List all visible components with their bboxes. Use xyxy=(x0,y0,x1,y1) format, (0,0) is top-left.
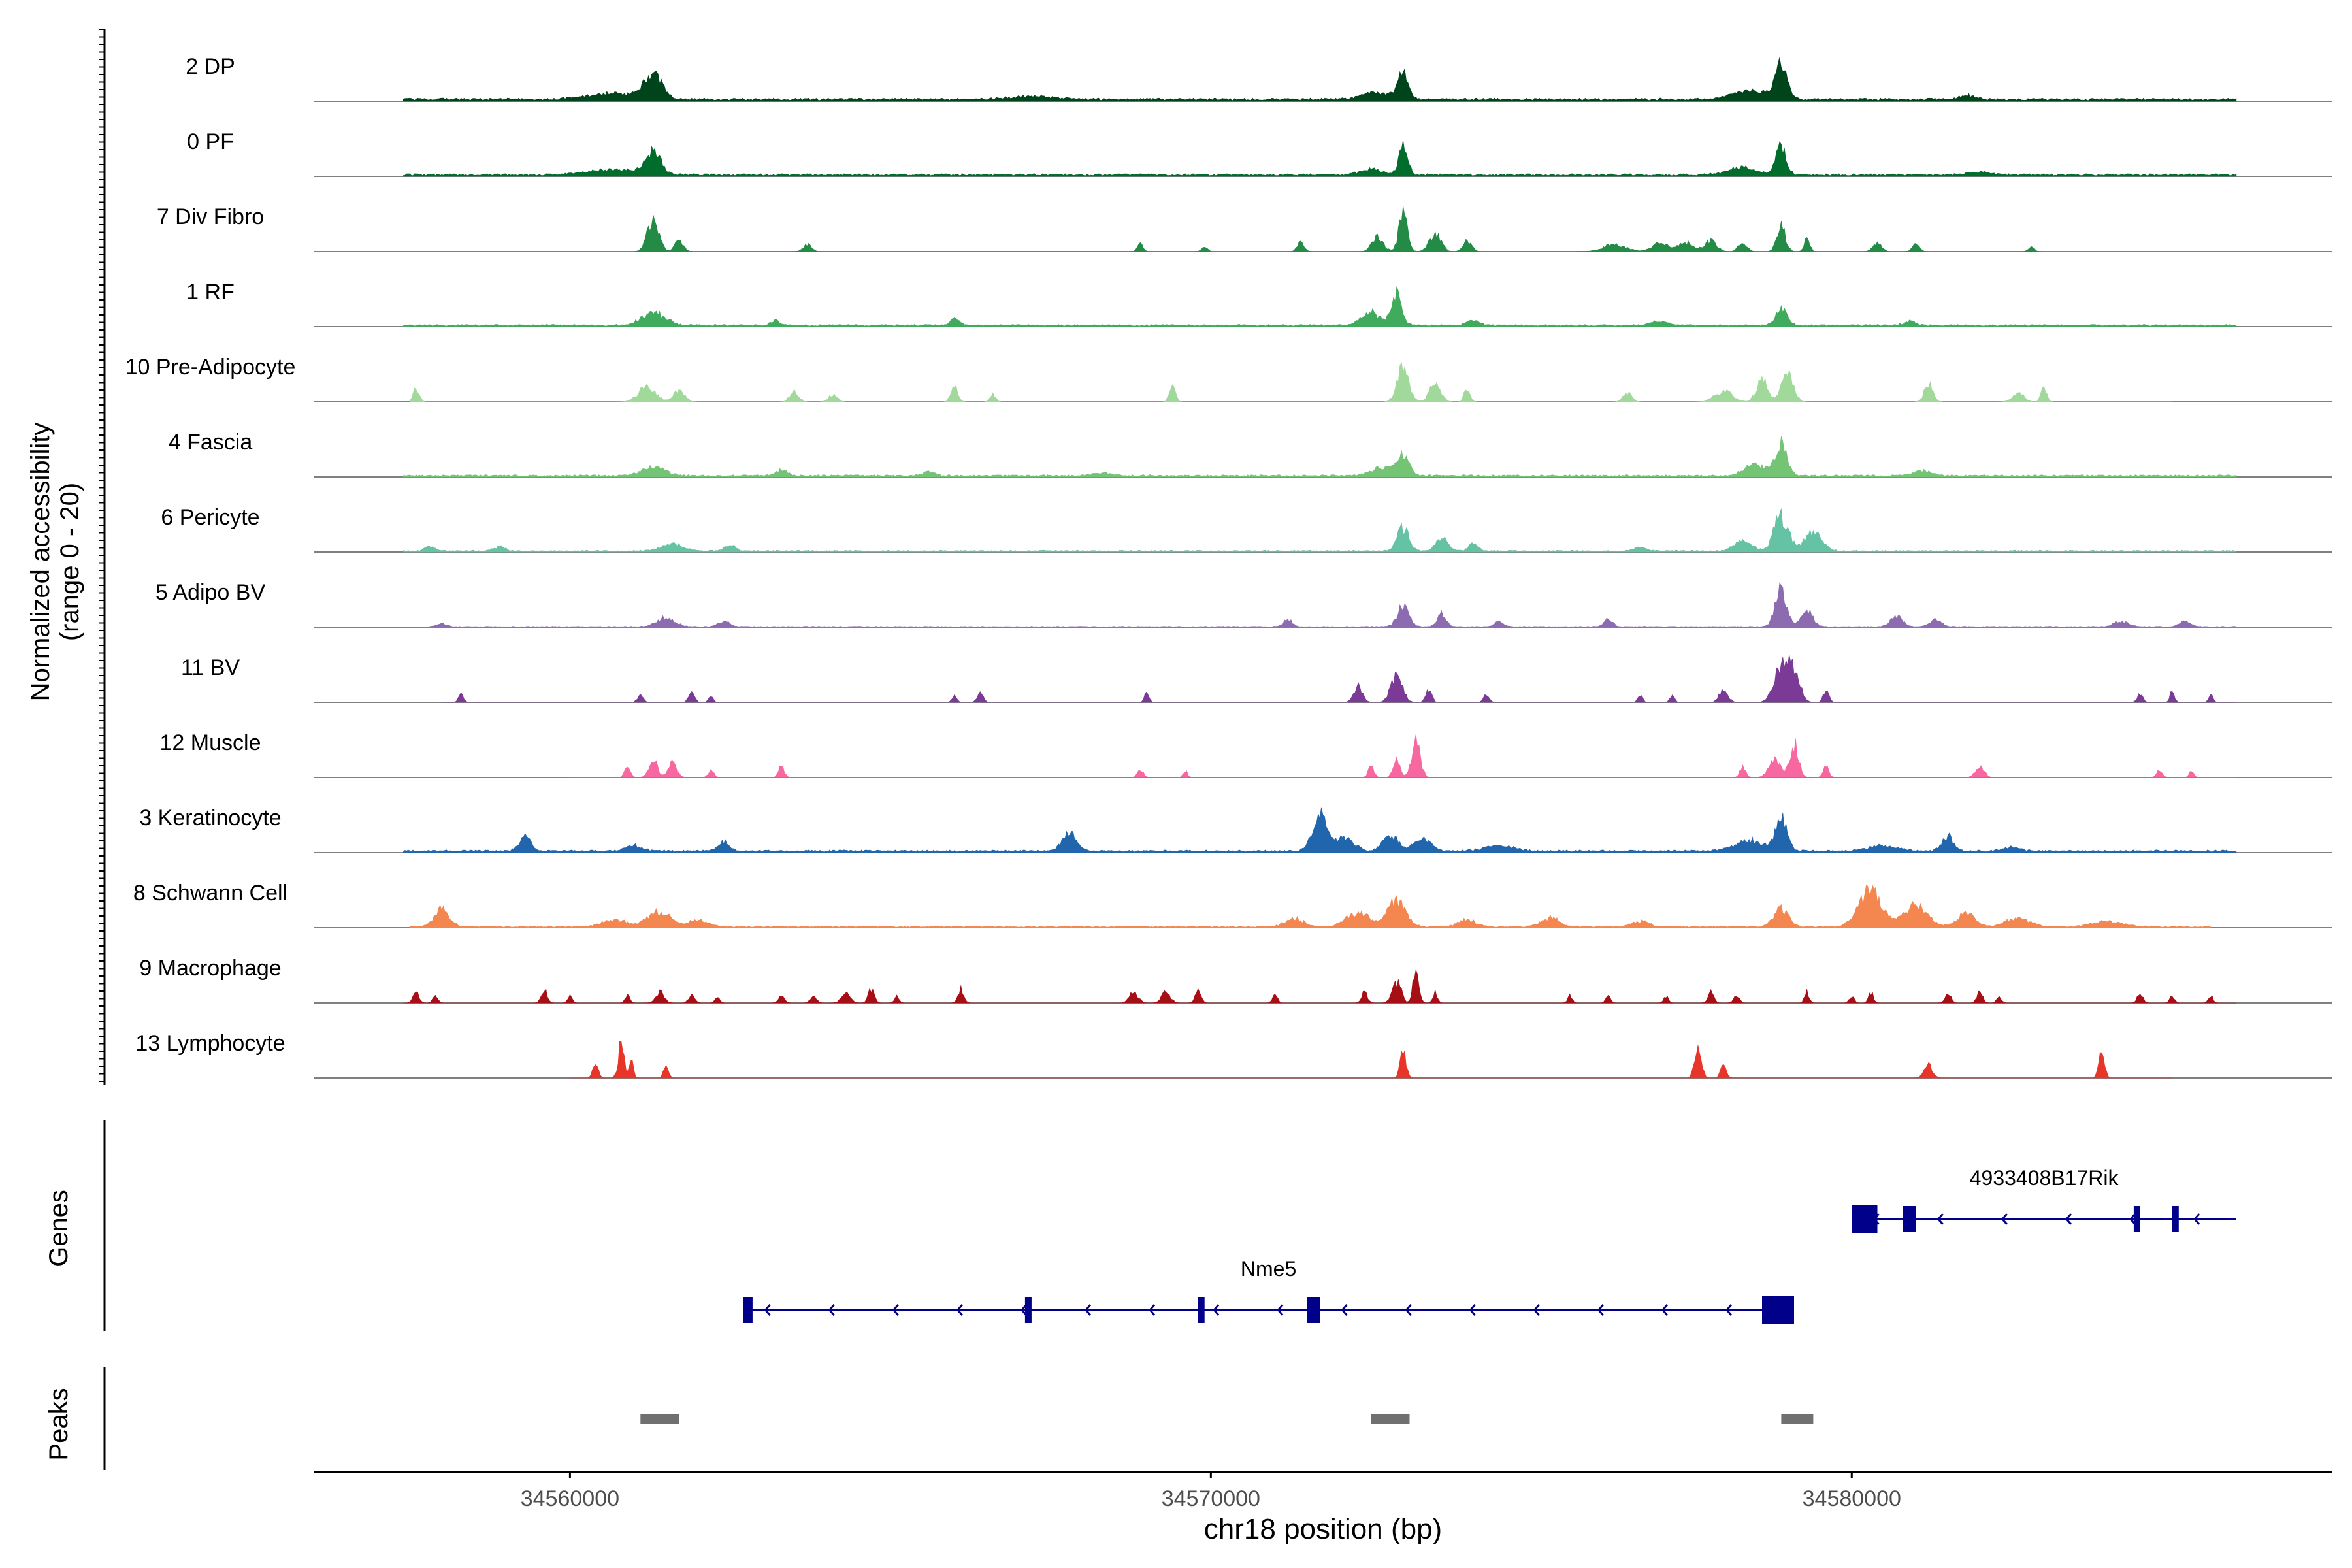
track-label: 11 BV xyxy=(181,655,240,680)
track-label: 8 Schwann Cell xyxy=(133,881,287,906)
track-12-muscle: 12 Muscle xyxy=(160,730,2332,778)
strand-arrow xyxy=(1725,1304,1733,1316)
exon xyxy=(743,1297,753,1323)
track-0-pf: 0 PF xyxy=(187,129,2332,177)
coverage-area xyxy=(570,734,2236,778)
exon xyxy=(2133,1206,2140,1232)
x-tick-label: 34580000 xyxy=(1803,1486,1901,1511)
track-11-bv: 11 BV xyxy=(181,654,2332,703)
y-axis-title-line1: Normalized accessibility xyxy=(26,423,55,702)
track-3-keratinocyte: 3 Keratinocyte xyxy=(139,806,2332,853)
track-label: 2 DP xyxy=(186,54,235,79)
track-5-adipo-bv: 5 Adipo BV xyxy=(155,580,2332,628)
strand-arrow xyxy=(1405,1304,1412,1316)
track-7-div-fibro: 7 Div Fibro xyxy=(157,204,2332,252)
exon xyxy=(1198,1297,1205,1323)
track-label: 4 Fascia xyxy=(169,430,253,455)
exon xyxy=(1852,1205,1878,1233)
track-10-pre-adipocyte: 10 Pre-Adipocyte xyxy=(125,355,2332,402)
strand-arrow xyxy=(1661,1304,1669,1316)
peaks-panel xyxy=(103,1367,1814,1470)
x-axis-title: chr18 position (bp) xyxy=(1204,1513,1442,1545)
peak-region xyxy=(1371,1414,1410,1424)
genes-panel: Nme5 4933408B17Rik xyxy=(103,1120,2236,1331)
strand-arrow xyxy=(2065,1213,2072,1225)
strand-arrow xyxy=(1213,1304,1220,1316)
coverage-area xyxy=(409,885,2211,928)
strand-arrow xyxy=(1597,1304,1604,1316)
coverage-area xyxy=(403,57,2237,102)
coverage-area xyxy=(403,807,2237,853)
exon xyxy=(1307,1297,1320,1323)
accessibility-axis xyxy=(99,29,106,1085)
peak-region xyxy=(640,1414,679,1424)
coverage-area xyxy=(403,286,2237,327)
coverage-area xyxy=(403,969,2236,1004)
strand-arrow xyxy=(1341,1304,1348,1316)
strand-arrow xyxy=(2001,1213,2008,1225)
strand-arrow xyxy=(1936,1213,1944,1225)
x-axis: 34560000 34570000 34580000 xyxy=(314,1471,2332,1511)
track-6-pericyte: 6 Pericyte xyxy=(161,505,2332,553)
coverage-tracks: 2 DP 0 PF 7 Div Fibro 1 RF 10 Pre-Adipocyte 4… xyxy=(125,54,2332,1079)
gene-nme5: Nme5 xyxy=(743,1257,1794,1324)
strand-arrow xyxy=(828,1304,835,1316)
coverage-area xyxy=(403,140,2237,177)
strand-arrow xyxy=(1277,1304,1284,1316)
gene-name-label: 4933408B17Rik xyxy=(1970,1166,2119,1190)
exon xyxy=(2172,1206,2179,1232)
coverage-area xyxy=(442,654,2236,703)
peak-region xyxy=(1781,1414,1814,1424)
strand-arrow xyxy=(956,1304,963,1316)
track-label: 9 Macrophage xyxy=(139,956,281,981)
track-2-dp: 2 DP xyxy=(186,54,2332,102)
coverage-area xyxy=(403,508,2237,553)
strand-arrow xyxy=(1469,1304,1476,1316)
track-label: 3 Keratinocyte xyxy=(139,806,281,830)
strand-arrow xyxy=(1085,1304,1092,1316)
gene-4933408b17rik: 4933408B17Rik xyxy=(1852,1166,2236,1233)
coverage-area xyxy=(429,582,2237,628)
track-1-rf: 1 RF xyxy=(186,280,2332,327)
exon xyxy=(1024,1297,1032,1323)
track-label: 0 PF xyxy=(187,129,234,154)
strand-arrow xyxy=(2129,1213,2136,1225)
x-tick-label: 34560000 xyxy=(521,1486,619,1511)
track-8-schwann-cell: 8 Schwann Cell xyxy=(133,881,2332,928)
strand-arrow xyxy=(1020,1304,1028,1316)
track-label: 12 Muscle xyxy=(160,730,261,755)
track-label: 13 Lymphocyte xyxy=(135,1031,285,1056)
strand-arrow xyxy=(1149,1304,1156,1316)
track-9-macrophage: 9 Macrophage xyxy=(139,956,2332,1004)
track-label: 7 Div Fibro xyxy=(157,204,264,229)
track-label: 5 Adipo BV xyxy=(155,580,266,605)
genes-panel-label: Genes xyxy=(44,1190,73,1267)
strand-arrow xyxy=(764,1304,771,1316)
coverage-area xyxy=(409,361,2172,402)
track-label: 6 Pericyte xyxy=(161,505,259,530)
gene-name-label: Nme5 xyxy=(1241,1257,1296,1281)
peaks-panel-label: Peaks xyxy=(44,1388,73,1460)
strand-arrow xyxy=(892,1304,899,1316)
strand-arrow xyxy=(2193,1213,2200,1225)
x-tick-label: 34570000 xyxy=(1162,1486,1260,1511)
track-label: 1 RF xyxy=(186,280,235,304)
track-13-lymphocyte: 13 Lymphocyte xyxy=(135,1031,2332,1079)
track-label: 10 Pre-Adipocyte xyxy=(125,355,296,380)
coverage-area xyxy=(634,206,2044,252)
exon xyxy=(1903,1206,1916,1232)
coverage-area xyxy=(570,1041,2172,1079)
coverage-area xyxy=(403,436,2237,478)
track-4-fascia: 4 Fascia xyxy=(169,430,2332,478)
exon xyxy=(1762,1296,1794,1324)
y-axis-title-line2: (range 0 - 20) xyxy=(56,483,84,641)
strand-arrow xyxy=(1533,1304,1540,1316)
